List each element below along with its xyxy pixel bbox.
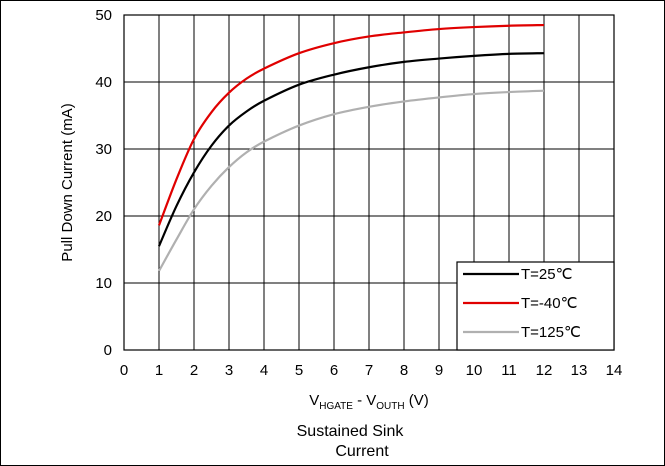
x-axis-label: VHGATE - VOUTH (V) [309, 392, 429, 412]
series-line-0 [157, 52, 545, 247]
y-tick-label: 10 [95, 275, 112, 292]
x-tick-label: 0 [120, 362, 128, 379]
series-lines [157, 23, 545, 272]
y-axis-label: Pull Down Current (mA) [59, 103, 76, 261]
y-tick-label: 20 [95, 208, 112, 225]
x-tick-label: 12 [536, 362, 553, 379]
x-tick-label: 9 [435, 362, 443, 379]
legend-label-2: T=125℃ [521, 324, 581, 341]
y-tick-labels: 0 10 20 30 40 50 [95, 7, 112, 359]
series-line-1 [157, 23, 545, 226]
series-line-2 [158, 89, 545, 272]
x-tick-label: 10 [466, 362, 483, 379]
plot-area [123, 14, 615, 351]
x-tick-labels: 0 1 2 3 4 5 6 7 8 9 10 11 12 13 14 [120, 362, 623, 379]
x-tick-label: 13 [571, 362, 588, 379]
y-tick-label: 0 [104, 342, 112, 359]
x-axis-label-suffix: (V) [405, 392, 429, 409]
legend-label-0: T=25℃ [521, 266, 572, 283]
legend-box [456, 261, 615, 351]
caption-line-1: Sustained Sink [296, 423, 404, 440]
caption-line-2: Current [335, 443, 389, 460]
x-axis-label-sub2: OUTH [376, 401, 404, 412]
chart-caption: Sustained Sink Current [250, 422, 450, 462]
x-tick-label: 14 [606, 362, 623, 379]
x-tick-label: 6 [330, 362, 338, 379]
x-tick-label: 11 [501, 362, 517, 379]
x-tick-label: 2 [190, 362, 198, 379]
x-tick-label: 8 [400, 362, 408, 379]
x-axis-label-prefix: V [309, 392, 319, 409]
x-axis-label-sub1: HGATE [319, 401, 353, 412]
legend: T=25℃ T=-40℃ T=125℃ [456, 261, 615, 351]
x-tick-label: 3 [225, 362, 233, 379]
y-tick-label: 30 [95, 141, 112, 158]
legend-label-1: T=-40℃ [521, 295, 577, 312]
x-tick-label: 5 [295, 362, 303, 379]
x-tick-label: 7 [365, 362, 373, 379]
y-tick-label: 40 [95, 74, 112, 91]
x-tick-label: 4 [260, 362, 268, 379]
y-tick-label: 50 [95, 7, 112, 24]
x-tick-label: 1 [155, 362, 163, 379]
x-axis-label-mid: - V [353, 392, 376, 409]
